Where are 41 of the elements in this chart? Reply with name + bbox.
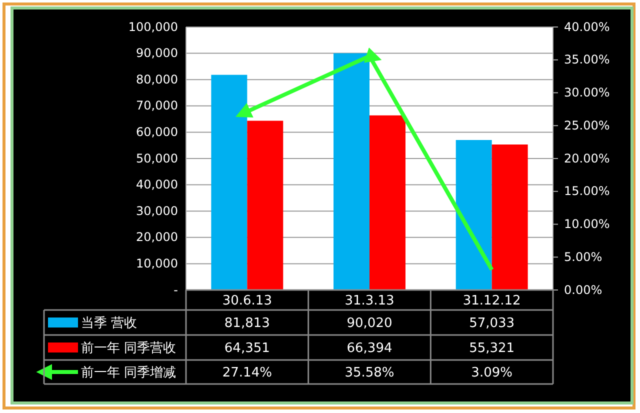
data-label: 57,033 — [469, 316, 515, 332]
bar — [247, 120, 284, 290]
legend-label: 当季 营收 — [81, 316, 138, 332]
y-tick-label: 10,000 — [136, 256, 178, 271]
bar — [492, 144, 528, 290]
x-tick-label: 30.6.13 — [222, 294, 272, 309]
y2-tick-label: 10.00% — [564, 217, 610, 232]
y-tick-label: 90,000 — [136, 46, 178, 60]
y-tick-label: - — [174, 282, 178, 297]
data-label: 55,321 — [469, 341, 515, 356]
y-tick-label: 20,000 — [136, 230, 178, 244]
data-label: 27.14% — [222, 366, 272, 381]
y2-tick-label: 0.00% — [564, 282, 602, 297]
data-label: 3.09% — [471, 366, 512, 381]
data-label: 35.58% — [344, 366, 394, 381]
y-tick-label: 50,000 — [136, 151, 178, 166]
y2-tick-label: 5.00% — [564, 250, 602, 264]
y-tick-label: 60,000 — [136, 125, 178, 140]
data-label: 81,813 — [224, 316, 270, 332]
legend-label: 前一年 同季增减 — [81, 366, 176, 381]
legend-label: 前一年 同季营收 — [81, 341, 176, 356]
bar — [370, 115, 406, 290]
data-label: 90,020 — [346, 316, 392, 332]
y2-tick-label: 25.00% — [564, 118, 610, 132]
y-tick-label: 80,000 — [136, 72, 178, 86]
data-label: 64,351 — [224, 341, 270, 356]
y2-tick-label: 30.00% — [564, 86, 610, 100]
data-label: 66,394 — [346, 341, 392, 356]
x-tick-label: 31.12.12 — [462, 294, 521, 309]
bar — [211, 74, 248, 290]
x-tick-label: 31.3.13 — [344, 294, 394, 309]
y-tick-label: 70,000 — [136, 98, 178, 113]
y2-tick-label: 20.00% — [564, 151, 610, 166]
bar — [456, 140, 492, 290]
y-tick-label: 30,000 — [136, 204, 178, 218]
y2-tick-label: 35.00% — [564, 52, 610, 67]
bar — [334, 53, 370, 290]
y-tick-label: 100,000 — [128, 20, 178, 34]
y2-tick-label: 40.00% — [564, 20, 610, 34]
y2-tick-label: 15.00% — [564, 184, 610, 198]
y-tick-label: 40,000 — [136, 178, 178, 192]
